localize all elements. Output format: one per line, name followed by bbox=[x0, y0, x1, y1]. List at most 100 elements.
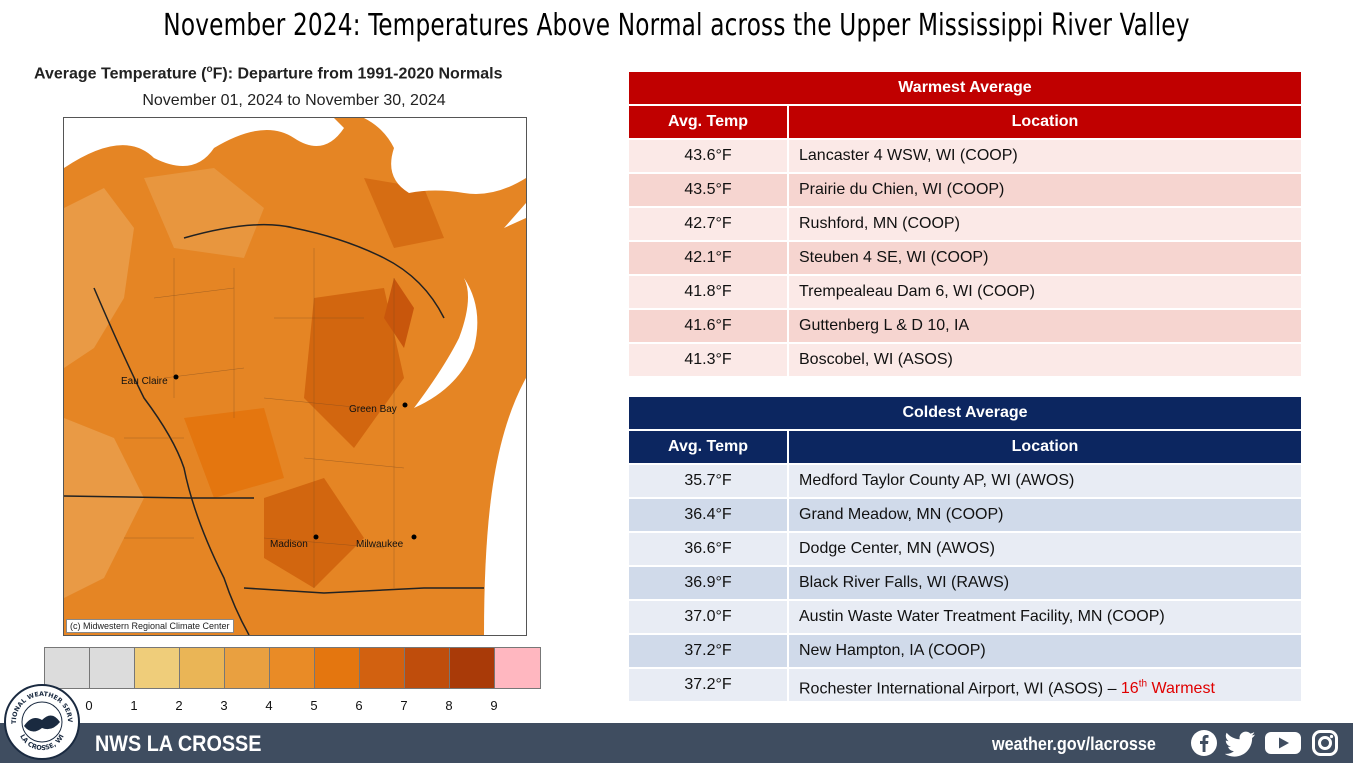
city-label-green-bay: Green Bay bbox=[349, 404, 397, 415]
legend-swatch bbox=[180, 648, 225, 688]
warmest-col-temp: Avg. Temp bbox=[629, 106, 787, 138]
avg-temp-cell: 35.7°F bbox=[684, 472, 732, 489]
location-cell: Prairie du Chien, WI (COOP) bbox=[787, 174, 1301, 206]
legend-label: 0 bbox=[85, 698, 93, 713]
avg-temp-cell: 42.1°F bbox=[684, 249, 732, 266]
location-cell: Grand Meadow, MN (COOP) bbox=[787, 499, 1301, 531]
location-cell: Guttenberg L & D 10, IA bbox=[787, 310, 1301, 342]
warmest-caption: Warmest Average bbox=[629, 72, 1301, 104]
avg-temp-cell: 36.6°F bbox=[684, 540, 732, 557]
location-text: Boscobel, WI (ASOS) bbox=[799, 351, 953, 368]
coldest-rows: 35.7°F Medford Taylor County AP, WI (AWOS… bbox=[629, 465, 1301, 701]
legend-label: 5 bbox=[310, 698, 318, 713]
legend-swatch bbox=[135, 648, 180, 688]
avg-temp-cell: 43.5°F bbox=[684, 181, 732, 198]
city-label-eau-claire: Eau Claire bbox=[121, 376, 168, 387]
location-cell: Rochester International Airport, WI (ASO… bbox=[787, 669, 1301, 701]
map-title: Average Temperature (oF): Departure from… bbox=[34, 64, 554, 83]
coldest-header-row: Avg. Temp Location bbox=[629, 431, 1301, 463]
location-text: Rushford, MN (COOP) bbox=[799, 215, 960, 232]
table-row: 41.6°F Guttenberg L & D 10, IA bbox=[629, 310, 1301, 342]
table-row: 36.6°F Dodge Center, MN (AWOS) bbox=[629, 533, 1301, 565]
legend-swatch bbox=[405, 648, 450, 688]
location-cell: Rushford, MN (COOP) bbox=[787, 208, 1301, 240]
city-label-milwaukee: Milwaukee bbox=[356, 539, 404, 550]
temperature-map: Eau Claire Green Bay Madison Milwaukee (… bbox=[63, 117, 527, 636]
warmest-rows: 43.6°F Lancaster 4 WSW, WI (COOP) 43.5°F Pr… bbox=[629, 140, 1301, 376]
location-text: Dodge Center, MN (AWOS) bbox=[799, 540, 995, 557]
legend-label: 7 bbox=[400, 698, 408, 713]
legend-swatch bbox=[45, 648, 90, 688]
location-text: Austin Waste Water Treatment Facility, M… bbox=[799, 608, 1165, 625]
table-row: 43.6°F Lancaster 4 WSW, WI (COOP) bbox=[629, 140, 1301, 172]
legend-label: 3 bbox=[220, 698, 228, 713]
avg-temp-cell: 36.4°F bbox=[684, 506, 732, 523]
youtube-icon[interactable] bbox=[1264, 729, 1302, 757]
coldest-col-temp: Avg. Temp bbox=[629, 431, 787, 463]
location-text: New Hampton, IA (COOP) bbox=[799, 642, 986, 659]
avg-temp-cell: 43.6°F bbox=[684, 147, 732, 164]
location-cell: Trempealeau Dam 6, WI (COOP) bbox=[787, 276, 1301, 308]
avg-temp-cell: 37.2°F bbox=[684, 676, 732, 693]
location-cell: Medford Taylor County AP, WI (AWOS) bbox=[787, 465, 1301, 497]
legend-swatch bbox=[225, 648, 270, 688]
legend-swatch bbox=[360, 648, 405, 688]
rank-note: 16th Warmest bbox=[1121, 679, 1215, 698]
location-text: Black River Falls, WI (RAWS) bbox=[799, 574, 1010, 591]
location-text: Rochester International Airport, WI (ASO… bbox=[799, 680, 1121, 698]
avg-temp-cell: 42.7°F bbox=[684, 215, 732, 232]
avg-temp-cell: 41.8°F bbox=[684, 283, 732, 300]
location-text: Medford Taylor County AP, WI (AWOS) bbox=[799, 472, 1075, 489]
map-graphic bbox=[64, 118, 526, 635]
avg-temp-cell: 37.2°F bbox=[684, 642, 732, 659]
facebook-icon[interactable] bbox=[1190, 729, 1218, 757]
nws-logo: NATIONAL WEATHER SERVICE LA CROSSE, WI bbox=[4, 684, 80, 760]
avg-temp-cell: 41.3°F bbox=[684, 351, 732, 368]
location-cell: Lancaster 4 WSW, WI (COOP) bbox=[787, 140, 1301, 172]
table-row: 37.2°F Rochester International Airport, W… bbox=[629, 669, 1301, 701]
legend-label: 6 bbox=[355, 698, 363, 713]
table-row: 41.8°F Trempealeau Dam 6, WI (COOP) bbox=[629, 276, 1301, 308]
legend-swatch bbox=[90, 648, 135, 688]
map-title-degree: o bbox=[206, 64, 213, 75]
instagram-icon[interactable] bbox=[1311, 729, 1339, 757]
rank-label: Warmest bbox=[1147, 680, 1215, 698]
legend-swatch bbox=[315, 648, 360, 688]
nws-logo-graphic: NATIONAL WEATHER SERVICE LA CROSSE, WI bbox=[6, 686, 77, 757]
avg-temp-cell: 36.9°F bbox=[684, 574, 732, 591]
warmest-header-row: Avg. Temp Location bbox=[629, 106, 1301, 138]
location-cell: Steuben 4 SE, WI (COOP) bbox=[787, 242, 1301, 274]
city-label-madison: Madison bbox=[270, 539, 308, 550]
location-cell: Boscobel, WI (ASOS) bbox=[787, 344, 1301, 376]
footer-url-link[interactable]: weather.gov/lacrosse bbox=[992, 734, 1156, 754]
table-row: 42.1°F Steuben 4 SE, WI (COOP) bbox=[629, 242, 1301, 274]
legend-label: 2 bbox=[175, 698, 183, 713]
map-credit: (c) Midwestern Regional Climate Center bbox=[66, 619, 234, 633]
coldest-caption: Coldest Average bbox=[629, 397, 1301, 429]
avg-temp-cell: 41.6°F bbox=[684, 317, 732, 334]
legend-label: 9 bbox=[490, 698, 498, 713]
location-cell: New Hampton, IA (COOP) bbox=[787, 635, 1301, 667]
table-row: 37.0°F Austin Waste Water Treatment Facil… bbox=[629, 601, 1301, 633]
location-cell: Dodge Center, MN (AWOS) bbox=[787, 533, 1301, 565]
location-cell: Austin Waste Water Treatment Facility, M… bbox=[787, 601, 1301, 633]
warmest-table: Warmest Average Avg. Temp Location 43.6°… bbox=[629, 72, 1301, 376]
location-text: Steuben 4 SE, WI (COOP) bbox=[799, 249, 989, 266]
map-title-suffix: F): Departure from 1991-2020 Normals bbox=[212, 65, 503, 83]
legend-swatch bbox=[495, 648, 540, 688]
location-text: Lancaster 4 WSW, WI (COOP) bbox=[799, 147, 1018, 164]
footer-bar: NWS LA CROSSE weather.gov/lacrosse bbox=[0, 723, 1353, 763]
twitter-icon[interactable] bbox=[1225, 729, 1257, 757]
warmest-col-location: Location bbox=[787, 106, 1301, 138]
legend-swatch bbox=[450, 648, 495, 688]
location-text: Grand Meadow, MN (COOP) bbox=[799, 506, 1004, 523]
table-row: 37.2°F New Hampton, IA (COOP) bbox=[629, 635, 1301, 667]
legend-label: 1 bbox=[130, 698, 138, 713]
table-row: 41.3°F Boscobel, WI (ASOS) bbox=[629, 344, 1301, 376]
legend-label: 4 bbox=[265, 698, 273, 713]
location-text: Guttenberg L & D 10, IA bbox=[799, 317, 970, 334]
coldest-table: Coldest Average Avg. Temp Location 35.7°… bbox=[629, 397, 1301, 701]
table-row: 36.4°F Grand Meadow, MN (COOP) bbox=[629, 499, 1301, 531]
table-row: 36.9°F Black River Falls, WI (RAWS) bbox=[629, 567, 1301, 599]
location-text: Trempealeau Dam 6, WI (COOP) bbox=[799, 283, 1035, 300]
